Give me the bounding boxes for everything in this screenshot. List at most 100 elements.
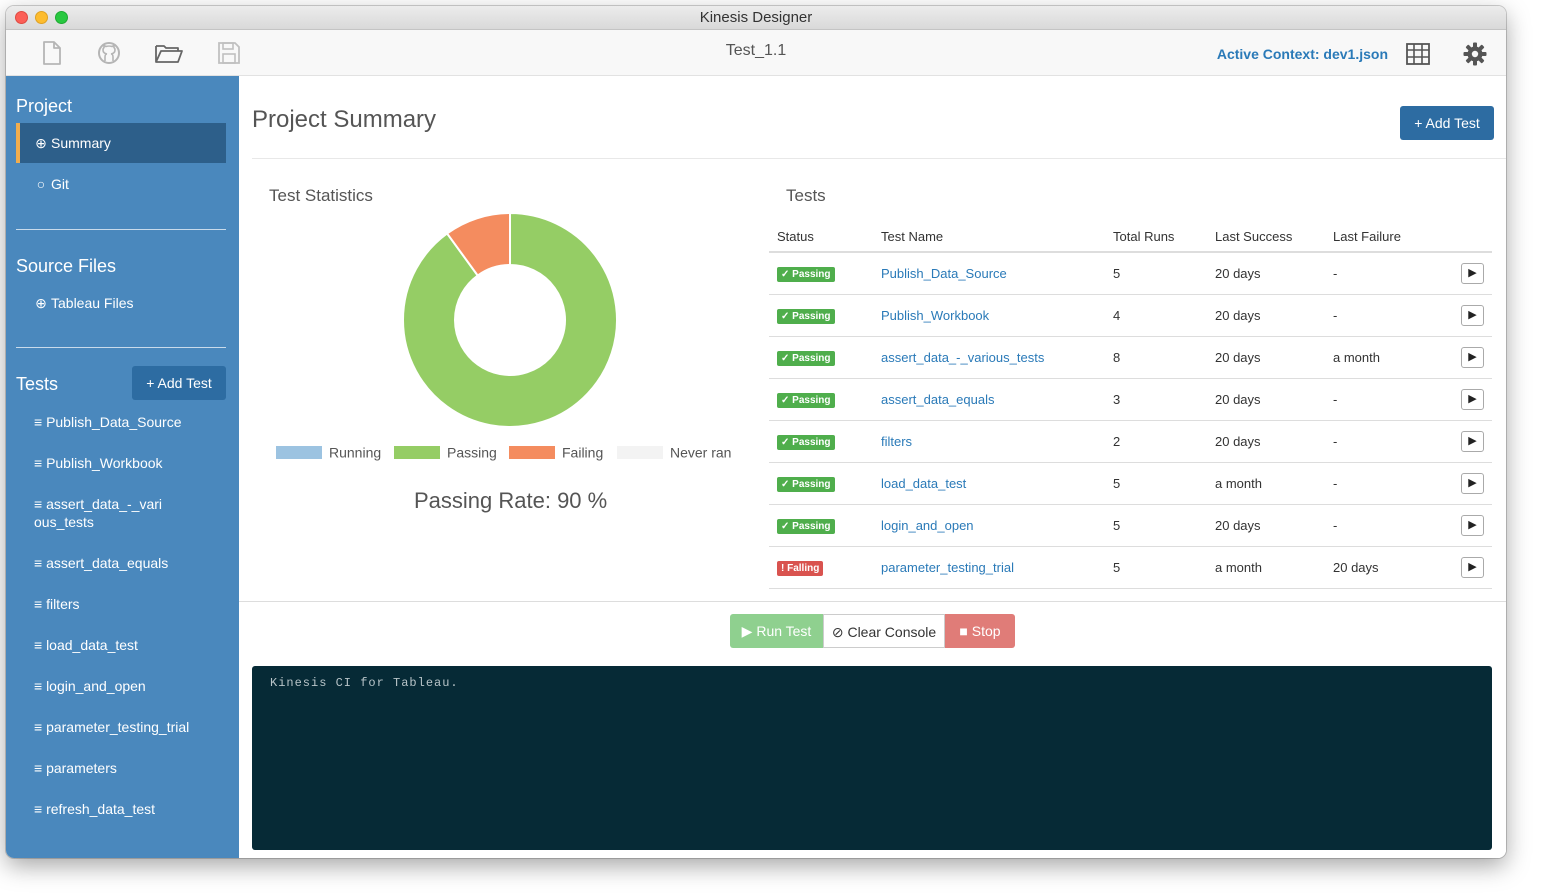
- list-icon: ≡: [34, 678, 47, 694]
- sidebar-test-item[interactable]: ≡ Publish_Data_Source: [34, 413, 224, 431]
- last-failure-cell: -: [1325, 504, 1435, 547]
- last-success-cell: a month: [1207, 462, 1325, 505]
- list-icon: ≡: [34, 760, 47, 776]
- test-name-link[interactable]: login_and_open: [881, 517, 974, 533]
- passing-rate: Passing Rate: 90 %: [414, 488, 608, 513]
- ban-icon: ⊘: [831, 624, 848, 640]
- divider: [252, 158, 1506, 159]
- github-icon[interactable]: [96, 40, 122, 66]
- toolbar: Test_1.1 Active Context: dev1.json: [6, 30, 1506, 76]
- clear-console-label: Clear Console: [847, 624, 937, 640]
- column-header-last-failure: Last Failure: [1325, 222, 1435, 253]
- run-row-button[interactable]: ▶: [1461, 304, 1484, 326]
- play-icon: ▶: [741, 623, 757, 639]
- sidebar-item-summary[interactable]: ⊕ Summary: [16, 123, 226, 163]
- sidebar-test-item[interactable]: ≡ parameter_testing_trial: [34, 718, 224, 736]
- run-row-button[interactable]: ▶: [1461, 262, 1484, 284]
- run-row-button[interactable]: ▶: [1461, 556, 1484, 578]
- test-name-link[interactable]: assert_data_equals: [881, 391, 995, 407]
- last-success-cell: 20 days: [1207, 378, 1325, 421]
- last-success-cell: 20 days: [1207, 294, 1325, 337]
- window-title: Kinesis Designer: [699, 9, 813, 26]
- actions-cell: ▶: [1435, 378, 1492, 421]
- tests-table: Status Test Name Total Runs Last Success…: [769, 222, 1492, 589]
- sidebar-item-label: Summary: [51, 135, 111, 151]
- status-label: Passing: [792, 394, 831, 406]
- check-icon: ✓: [781, 352, 793, 364]
- table-row: ! Falling parameter_testing_trial 5 a month…: [769, 546, 1492, 589]
- legend-item: Failing: [509, 444, 603, 459]
- legend-item: Running: [276, 444, 381, 459]
- total-runs-cell: 5: [1105, 252, 1207, 295]
- sidebar-test-label: load_data_test: [46, 637, 138, 653]
- sidebar-test-item[interactable]: ≡ parameters: [34, 759, 224, 777]
- stats-panel-title: Test Statistics: [269, 186, 373, 205]
- sidebar-test-item[interactable]: ≡ refresh_data_test: [34, 800, 224, 818]
- sidebar-test-label: parameter_testing_trial: [46, 719, 190, 735]
- status-cell: ! Falling: [769, 546, 873, 589]
- close-window-button[interactable]: [15, 11, 28, 24]
- legend-swatch: [617, 445, 663, 459]
- status-badge: ✓ Passing: [777, 434, 835, 450]
- add-test-button[interactable]: + Add Test: [1400, 106, 1494, 140]
- sidebar-item-git[interactable]: ○ Git: [16, 164, 226, 204]
- test-name-link[interactable]: Publish_Workbook: [881, 307, 990, 323]
- run-row-button[interactable]: ▶: [1461, 430, 1484, 452]
- status-cell: ✓ Passing: [769, 420, 873, 463]
- run-row-button[interactable]: ▶: [1461, 514, 1484, 536]
- sidebar-item-tableau-files[interactable]: ⊕ Tableau Files: [16, 283, 226, 323]
- test-name-link[interactable]: load_data_test: [881, 475, 967, 491]
- run-row-button[interactable]: ▶: [1461, 472, 1484, 494]
- file-icon[interactable]: [38, 40, 64, 66]
- run-row-button[interactable]: ▶: [1461, 346, 1484, 368]
- stop-button[interactable]: ■ Stop: [945, 614, 1015, 648]
- folder-open-icon[interactable]: [154, 40, 184, 66]
- active-context-link[interactable]: Active Context: dev1.json: [1216, 46, 1388, 62]
- table-row: ✓ Passing assert_data_equals 3 20 days - ▶: [769, 378, 1492, 421]
- status-cell: ✓ Passing: [769, 378, 873, 421]
- plus-circle-icon: ⊕: [35, 295, 47, 311]
- list-icon: ≡: [34, 496, 47, 512]
- test-name-link[interactable]: filters: [881, 433, 913, 449]
- gear-icon[interactable]: [1462, 41, 1488, 67]
- exclamation-icon: !: [781, 562, 788, 574]
- sidebar-heading-source-files: Source Files: [16, 256, 117, 276]
- test-name-link[interactable]: assert_data_-_various_tests: [881, 349, 1045, 365]
- sidebar-test-item[interactable]: ≡ load_data_test: [34, 636, 224, 654]
- sidebar-test-item[interactable]: ≡ Publish_Workbook: [34, 454, 224, 472]
- sidebar-test-item[interactable]: ≡ login_and_open: [34, 677, 224, 695]
- play-icon: ▶: [1468, 350, 1477, 363]
- sidebar-test-item[interactable]: ≡ assert_data_equals: [34, 554, 224, 572]
- test-name-cell: filters: [873, 420, 1105, 463]
- total-runs-cell: 4: [1105, 294, 1207, 337]
- status-label: Passing: [792, 310, 831, 322]
- test-name-link[interactable]: parameter_testing_trial: [881, 559, 1014, 575]
- test-name-cell: load_data_test: [873, 462, 1105, 505]
- test-name-cell: Publish_Data_Source: [873, 252, 1105, 295]
- actions-cell: ▶: [1435, 546, 1492, 589]
- console-output[interactable]: Kinesis CI for Tableau.: [252, 666, 1492, 850]
- plus-circle-icon: ⊕: [35, 135, 47, 151]
- run-test-button[interactable]: ▶ Run Test: [730, 614, 823, 648]
- actions-cell: ▶: [1435, 462, 1492, 505]
- sidebar-test-item[interactable]: ≡ filters: [34, 595, 224, 613]
- play-icon: ▶: [1468, 308, 1477, 321]
- save-icon[interactable]: [216, 40, 242, 66]
- sidebar-test-item[interactable]: ≡ assert_data_-_various_tests: [34, 495, 164, 531]
- table-icon[interactable]: [1406, 43, 1430, 65]
- run-test-label: Run Test: [756, 623, 812, 639]
- legend-label: Passing: [447, 444, 497, 461]
- status-badge: ✓ Passing: [777, 266, 835, 282]
- clear-console-button[interactable]: ⊘ Clear Console: [823, 614, 945, 648]
- table-row: ✓ Passing Publish_Workbook 4 20 days - ▶: [769, 294, 1492, 337]
- sidebar-test-label: Publish_Workbook: [46, 455, 163, 471]
- check-icon: ✓: [781, 478, 793, 490]
- sidebar-add-test-button[interactable]: + Add Test: [132, 366, 226, 400]
- last-success-cell: 20 days: [1207, 504, 1325, 547]
- run-row-button[interactable]: ▶: [1461, 388, 1484, 410]
- sidebar-heading-tests: Tests: [16, 374, 59, 394]
- minimize-window-button[interactable]: [35, 11, 48, 24]
- test-name-link[interactable]: Publish_Data_Source: [881, 265, 1007, 281]
- zoom-window-button[interactable]: [55, 11, 68, 24]
- status-label: Passing: [792, 478, 831, 490]
